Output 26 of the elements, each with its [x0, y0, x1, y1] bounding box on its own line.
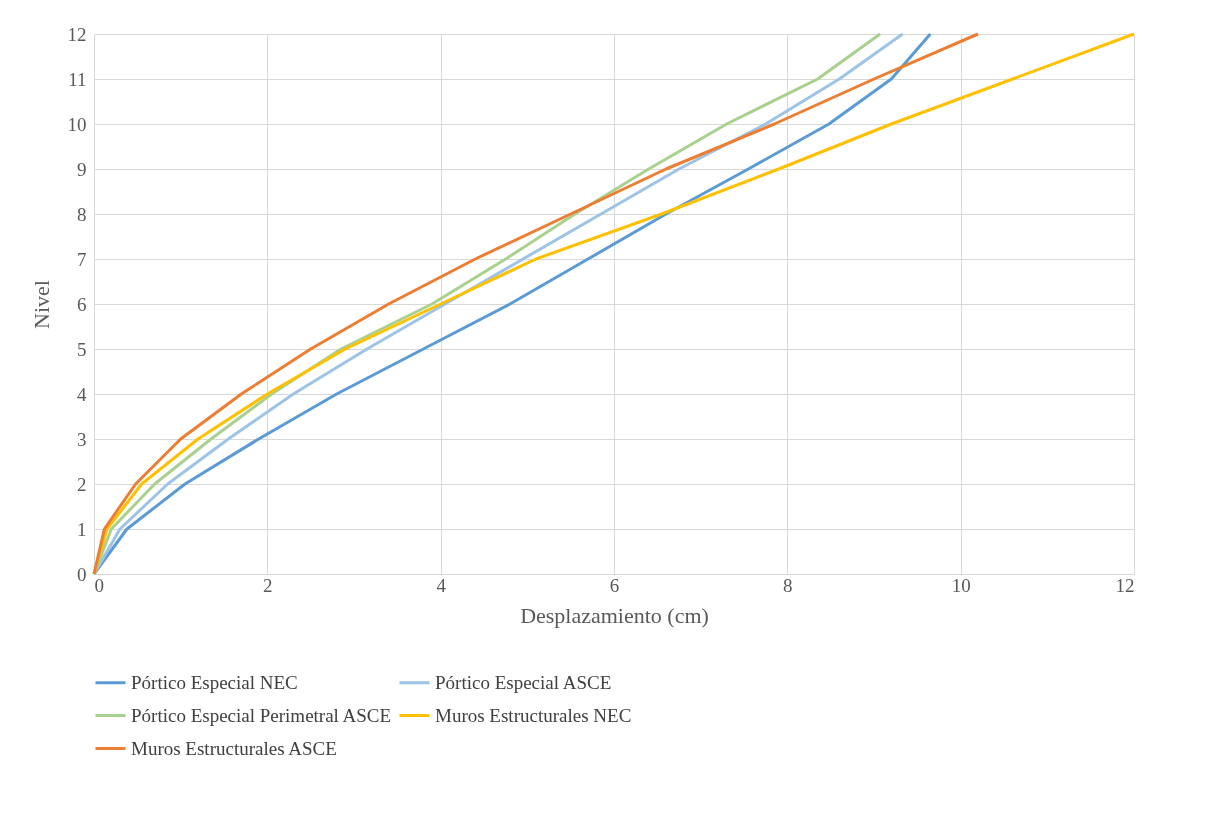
legend-label: Pórtico Especial NEC	[131, 671, 298, 693]
y-tick-label: 3	[77, 428, 87, 450]
legend-label: Muros Estructurales ASCE	[131, 737, 337, 759]
legend-label: Muros Estructurales NEC	[435, 704, 632, 726]
x-tick-label: 2	[263, 574, 273, 596]
y-tick-label: 10	[67, 113, 87, 135]
legend-label: Pórtico Especial ASCE	[435, 671, 612, 693]
y-tick-label: 12	[67, 23, 87, 45]
x-tick-label: 8	[783, 574, 793, 596]
y-tick-label: 6	[77, 293, 87, 315]
legend-label: Pórtico Especial Perimetral ASCE	[131, 704, 392, 726]
y-tick-label: 11	[68, 68, 87, 90]
y-tick-label: 1	[77, 518, 87, 540]
y-tick-label: 5	[77, 338, 87, 360]
y-tick-label: 9	[77, 158, 87, 180]
y-tick-label: 8	[77, 203, 87, 225]
x-tick-label: 0	[94, 574, 104, 596]
x-axis-title: Desplazamiento (cm)	[520, 602, 709, 628]
x-tick-label: 6	[609, 574, 620, 596]
y-tick-label: 7	[77, 248, 87, 270]
x-tick-label: 4	[436, 574, 447, 596]
x-tick-label: 10	[951, 574, 971, 596]
y-tick-label: 4	[77, 383, 87, 405]
y-axis-title: Nivel	[28, 280, 54, 329]
y-tick-label: 2	[77, 473, 87, 495]
x-tick-label: 12	[1115, 574, 1135, 596]
